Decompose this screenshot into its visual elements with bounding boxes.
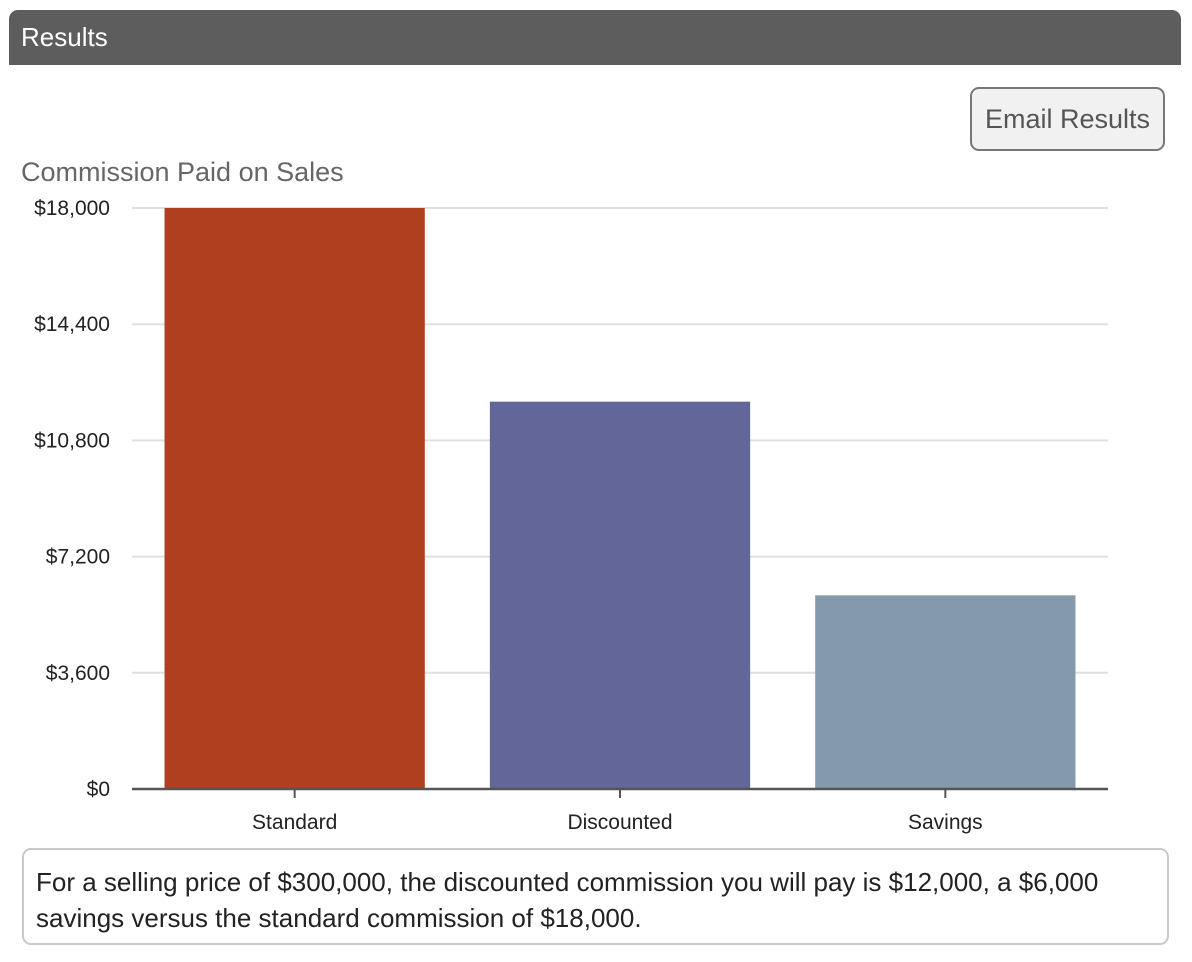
tick-labels: $0 $3,600 $7,200 $10,800 $14,400 $18,000 Stand… xyxy=(34,197,983,834)
y-tick-label: $14,400 xyxy=(34,313,110,336)
x-tick-label: Discounted xyxy=(567,811,672,834)
x-tick-label: Standard xyxy=(252,811,337,834)
x-tick-label: Savings xyxy=(908,811,983,834)
x-axis xyxy=(132,787,1108,798)
summary-text: For a selling price of $300,000, the dis… xyxy=(36,867,1099,933)
bar-discounted xyxy=(489,401,751,789)
results-summary: For a selling price of $300,000, the dis… xyxy=(22,848,1169,945)
y-tick-label: $10,800 xyxy=(34,429,110,452)
bar-standard xyxy=(164,208,425,789)
chart-title: Commission Paid on Sales xyxy=(21,157,344,187)
results-title: Results xyxy=(21,22,108,52)
y-tick-label: $3,600 xyxy=(46,662,110,685)
y-tick-label: $0 xyxy=(87,778,110,801)
email-results-button[interactable]: Email Results xyxy=(970,87,1165,151)
results-header: Results xyxy=(9,10,1181,65)
bar-savings xyxy=(815,595,1076,789)
y-tick-label: $18,000 xyxy=(34,197,110,220)
bars xyxy=(164,208,1076,789)
y-tick-label: $7,200 xyxy=(46,546,110,569)
